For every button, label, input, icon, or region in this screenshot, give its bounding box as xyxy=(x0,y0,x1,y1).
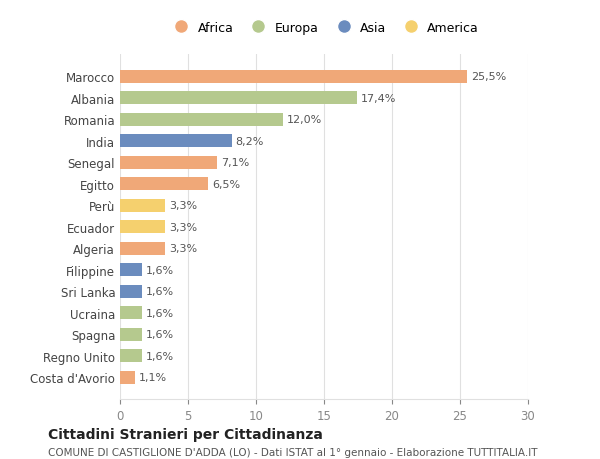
Text: 1,6%: 1,6% xyxy=(146,308,174,318)
Text: 7,1%: 7,1% xyxy=(221,158,249,168)
Bar xyxy=(120,307,142,319)
Bar xyxy=(120,285,142,298)
Legend: Africa, Europa, Asia, America: Africa, Europa, Asia, America xyxy=(164,17,484,39)
Text: 1,6%: 1,6% xyxy=(146,351,174,361)
Bar xyxy=(120,113,283,127)
Bar xyxy=(120,242,165,255)
Bar xyxy=(120,263,142,276)
Text: 3,3%: 3,3% xyxy=(169,222,197,232)
Text: 12,0%: 12,0% xyxy=(287,115,323,125)
Text: 17,4%: 17,4% xyxy=(361,94,396,104)
Text: COMUNE DI CASTIGLIONE D'ADDA (LO) - Dati ISTAT al 1° gennaio - Elaborazione TUTT: COMUNE DI CASTIGLIONE D'ADDA (LO) - Dati… xyxy=(48,447,538,457)
Bar xyxy=(120,349,142,362)
Bar xyxy=(120,71,467,84)
Text: 6,5%: 6,5% xyxy=(212,179,241,189)
Bar xyxy=(120,371,135,384)
Text: 1,1%: 1,1% xyxy=(139,372,167,382)
Text: 3,3%: 3,3% xyxy=(169,201,197,211)
Text: 25,5%: 25,5% xyxy=(471,72,506,82)
Text: Cittadini Stranieri per Cittadinanza: Cittadini Stranieri per Cittadinanza xyxy=(48,427,323,441)
Text: 8,2%: 8,2% xyxy=(236,136,264,146)
Text: 1,6%: 1,6% xyxy=(146,330,174,339)
Bar xyxy=(120,199,165,212)
Bar xyxy=(120,328,142,341)
Bar xyxy=(120,135,232,148)
Text: 1,6%: 1,6% xyxy=(146,286,174,297)
Bar xyxy=(120,92,356,105)
Bar xyxy=(120,157,217,169)
Bar xyxy=(120,178,208,191)
Text: 1,6%: 1,6% xyxy=(146,265,174,275)
Bar xyxy=(120,221,165,234)
Text: 3,3%: 3,3% xyxy=(169,244,197,254)
